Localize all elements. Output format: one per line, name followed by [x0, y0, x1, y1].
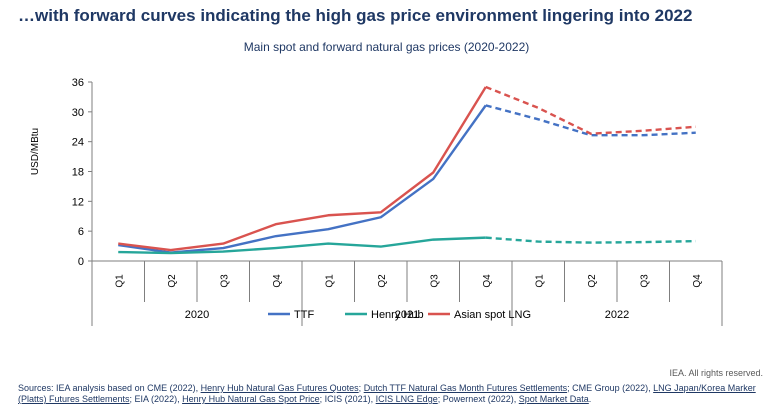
year-label: 2022: [605, 309, 629, 321]
source-link-dutch-ttf[interactable]: Dutch TTF Natural Gas Month Futures Sett…: [363, 383, 568, 393]
headline: …with forward curves indicating the high…: [18, 6, 693, 25]
y-tick-label: 18: [72, 167, 84, 179]
x-tick-label: Q1: [324, 274, 335, 288]
chart-legend: TTF Henry Hub Asian spot LNG: [268, 309, 531, 321]
source-link-henry-hub-spot[interactable]: Henry Hub Natural Gas Spot Price: [182, 394, 320, 404]
legend-label-henry-hub: Henry Hub: [371, 309, 424, 321]
year-label: 2021: [395, 309, 419, 321]
sources-sep: ;: [358, 383, 364, 393]
chart-title: Main spot and forward natural gas prices…: [243, 40, 530, 54]
y-axis-title: USD/MBtu: [30, 128, 41, 175]
x-tick-label: Q2: [377, 274, 388, 288]
y-tick-label: 30: [72, 107, 84, 119]
x-tick-label: Q4: [692, 274, 703, 288]
series-line-henry-hub: [118, 236, 486, 255]
chart-series: [118, 85, 696, 255]
x-tick-label: Q3: [639, 274, 650, 288]
forward-line-henry-hub: [485, 236, 696, 244]
x-tick-label: Q1: [534, 274, 545, 288]
y-tick-label: 0: [78, 256, 84, 268]
y-tick-label: 12: [72, 196, 84, 208]
y-tick-label: 24: [72, 137, 84, 149]
forward-line-asian-spot-lng: [485, 85, 696, 135]
series-line-ttf: [118, 104, 487, 254]
x-tick-label: Q3: [219, 274, 230, 288]
x-tick-label: Q4: [272, 274, 283, 288]
x-tick-label: Q2: [167, 274, 178, 288]
sources-text: ; CME Group (2022),: [567, 383, 654, 393]
chart-axes: 0 6 12 18 24 30 36 USD/MBtu Q1 Q2 Q3 Q4 Q1 Q2 Q3 Q4 Q1 Q2…: [30, 77, 723, 326]
legend-label-asian-spot-lng: Asian spot LNG: [454, 309, 531, 321]
x-tick-label: Q1: [114, 274, 125, 288]
year-label: 2020: [185, 309, 209, 321]
source-link-henry-hub-futures[interactable]: Henry Hub Natural Gas Futures Quotes: [200, 383, 359, 393]
sources-text: ; EIA (2022),: [129, 394, 183, 404]
copyright-credit: IEA. All rights reserved.: [669, 368, 763, 378]
source-link-spot-market-data[interactable]: Spot Market Data: [518, 394, 589, 404]
forward-line-ttf: [485, 104, 696, 137]
sources-text: ; ICIS (2021),: [319, 394, 376, 404]
sources-text: ; Powernext (2022),: [437, 394, 519, 404]
sources-prefix: Sources: IEA analysis based on CME (2022…: [18, 383, 201, 393]
x-tick-label: Q4: [482, 274, 493, 288]
line-chart: 0 6 12 18 24 30 36 USD/MBtu Q1 Q2 Q3 Q4 Q1 Q2 Q3 Q4 Q1 Q2…: [30, 77, 723, 326]
y-tick-label: 36: [72, 77, 84, 89]
source-link-lng-japan-korea[interactable]: LNG Japan/Korea Marker (Platts) Futures …: [18, 383, 756, 404]
series-line-asian-spot-lng: [118, 86, 487, 252]
sources-suffix: .: [588, 394, 592, 404]
x-tick-label: Q2: [587, 274, 598, 288]
y-tick-label: 6: [78, 226, 84, 238]
source-link-icis-lng-edge[interactable]: ICIS LNG Edge: [375, 394, 438, 404]
x-tick-label: Q3: [429, 274, 440, 288]
legend-label-ttf: TTF: [294, 309, 314, 321]
sources-note: Sources: IEA analysis based on CME (2022…: [18, 383, 758, 405]
